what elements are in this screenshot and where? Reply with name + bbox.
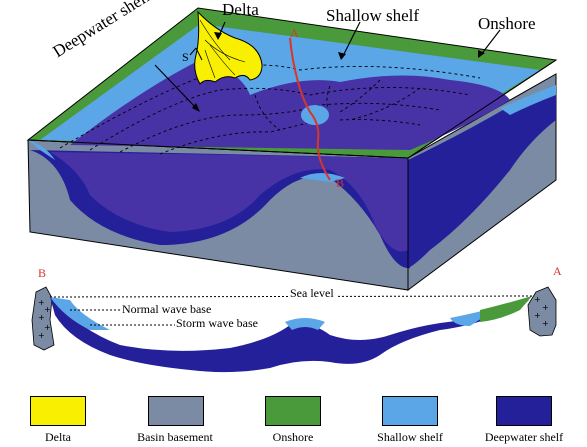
label-sea-level: Sea level (288, 286, 336, 301)
svg-text:+: + (534, 311, 541, 320)
cross-section: +++++ ++++ (31, 286, 557, 373)
delta-lobe (194, 10, 263, 85)
right-face-shallow (500, 85, 556, 115)
label-sv: S (182, 50, 189, 64)
svg-text:+: + (534, 295, 541, 304)
label-point-b-top: B (336, 176, 345, 190)
section-shallow-mid (285, 318, 325, 330)
label-normal-wave-base: Normal wave base (122, 302, 212, 316)
label-delta: Delta (222, 0, 259, 19)
right-face-deep (408, 90, 556, 268)
section-onshore (480, 296, 532, 322)
svg-text:+: + (38, 298, 45, 307)
leader-arrows (154, 21, 501, 111)
label-point-a-top: A (290, 26, 299, 40)
label-shallow-shelf: Shallow shelf (326, 6, 420, 25)
svg-text:+: + (38, 331, 45, 340)
svg-text:+: + (44, 305, 51, 314)
legend-label-deep: Deepwater shelf (484, 430, 564, 444)
section-shallow (50, 297, 110, 330)
pillar-b (31, 286, 55, 351)
legend-label-onshore: Onshore (272, 430, 314, 444)
legend-label-delta: Delta (45, 430, 71, 444)
svg-text:+: + (44, 323, 51, 332)
section-deep (50, 297, 530, 373)
legend-label-shallow: Shallow shelf (377, 430, 443, 444)
deepwater-shelf-top (70, 60, 510, 150)
legend-swatch-basin (148, 396, 204, 426)
svg-text:+: + (542, 319, 549, 328)
label-storm-wave-base: Storm wave base (176, 316, 258, 330)
front-deep-inner (50, 152, 408, 252)
svg-text:+: + (38, 313, 45, 322)
delta-channels (199, 19, 246, 79)
svg-text:+: + (542, 303, 549, 312)
arrow-heads (192, 32, 485, 112)
sv-symbol (189, 47, 203, 61)
mid-shallow-bump (300, 173, 345, 182)
section-line-ab (289, 37, 331, 181)
legend-swatch-deep (496, 396, 552, 426)
label-onshore: Onshore (478, 14, 536, 33)
legend-swatch-shallow (382, 396, 438, 426)
label-point-a-section: A (553, 264, 562, 278)
front-shallow-rim (28, 140, 55, 160)
pillar-a (527, 286, 557, 337)
pillar-crosses: +++++ ++++ (38, 295, 549, 340)
legend-swatch-onshore (265, 396, 321, 426)
legend-label-basin: Basin basement (137, 430, 213, 444)
label-point-b-section: B (38, 266, 47, 280)
legend-swatch-delta (30, 396, 86, 426)
